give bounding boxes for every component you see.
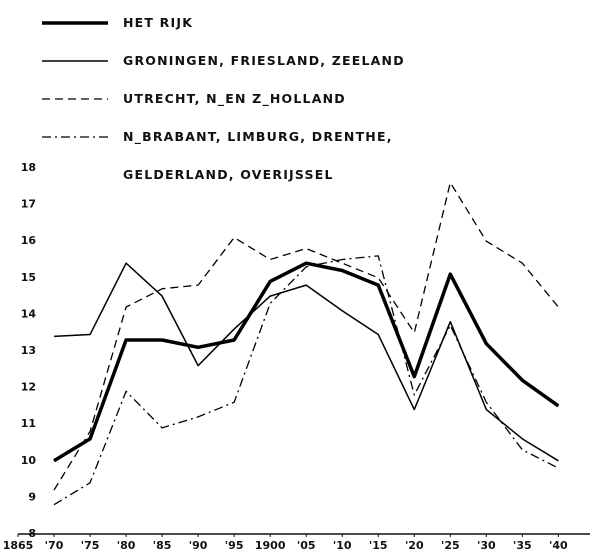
legend-label: HET RIJK <box>123 15 194 30</box>
x-tick-label: '05 <box>297 539 316 552</box>
legend-label: UTRECHT, N_EN Z_HOLLAND <box>123 91 346 106</box>
series-line <box>53 255 559 506</box>
x-tick-label: '40 <box>549 539 568 552</box>
x-tick-label: '80 <box>117 539 136 552</box>
series-line <box>53 262 559 462</box>
x-tick-label: '85 <box>153 539 172 552</box>
y-tick-label: 18 <box>21 161 36 174</box>
series-line <box>53 181 559 491</box>
x-tick-label: '90 <box>189 539 208 552</box>
y-tick-label: 17 <box>21 198 36 211</box>
legend-swatch <box>42 98 108 100</box>
y-tick-label: 13 <box>21 344 36 357</box>
y-tick-label: 10 <box>21 454 37 467</box>
y-tick-label: 11 <box>21 417 36 430</box>
legend: HET RIJK GRONINGEN, FRIESLAND, ZEELAND UTR… <box>40 4 470 182</box>
y-tick-label: 14 <box>21 307 37 320</box>
x-tick-label: '75 <box>81 539 100 552</box>
x-tick-label: '25 <box>441 539 460 552</box>
y-tick-label: 12 <box>21 381 36 394</box>
x-tick-label: '95 <box>225 539 244 552</box>
x-tick-label: 1900 <box>255 539 286 552</box>
y-tick-label: 15 <box>21 271 36 284</box>
legend-item: N_BRABANT, LIMBURG, DRENTHE, GELDERLAND,… <box>40 118 470 182</box>
x-tick-label: '15 <box>369 539 388 552</box>
legend-label: GRONINGEN, FRIESLAND, ZEELAND <box>123 53 405 68</box>
legend-item: HET RIJK <box>40 4 470 42</box>
x-tick-label: '30 <box>477 539 496 552</box>
x-tick-label: '20 <box>405 539 424 552</box>
legend-label: N_BRABANT, LIMBURG, DRENTHE, GELDERLAND,… <box>123 129 393 182</box>
x-tick-label: '35 <box>513 539 532 552</box>
y-tick-label: 9 <box>28 490 36 503</box>
series-line <box>53 261 560 463</box>
x-tick-label: '10 <box>333 539 352 552</box>
x-tick-label: '70 <box>45 539 64 552</box>
legend-item: UTRECHT, N_EN Z_HOLLAND <box>40 80 470 118</box>
legend-item: GRONINGEN, FRIESLAND, ZEELAND <box>40 42 470 80</box>
legend-swatch <box>42 60 108 62</box>
legend-swatch <box>42 136 108 138</box>
y-tick-label: 8 <box>28 527 36 540</box>
legend-swatch <box>42 21 108 25</box>
x-tick-label: 1865 <box>3 539 34 552</box>
y-tick-label: 16 <box>21 234 37 247</box>
